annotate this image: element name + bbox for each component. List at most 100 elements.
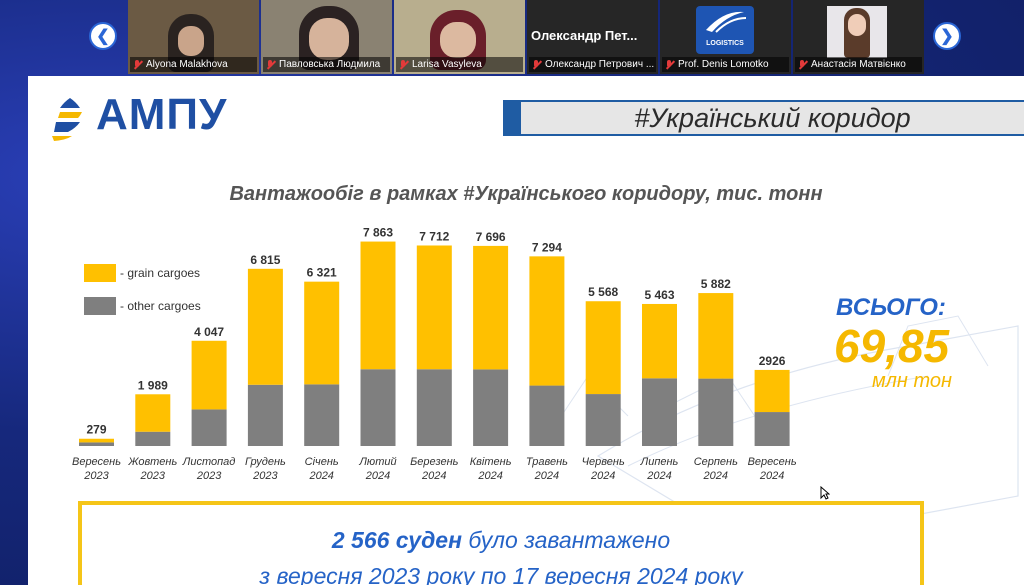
logistics-avatar: LOGISTICS bbox=[696, 6, 754, 54]
vessels-count: 2 566 суден bbox=[331, 527, 462, 553]
bar-grain-cargoes bbox=[529, 256, 565, 386]
chart-legend: - grain cargoes - other cargoes bbox=[84, 262, 201, 328]
bar-other-cargoes bbox=[473, 369, 509, 446]
muted-mic-icon bbox=[665, 59, 674, 70]
bar-total-label: 2926 bbox=[759, 354, 786, 368]
participant-face bbox=[309, 18, 349, 60]
previous-participants-button[interactable]: ❮ bbox=[89, 22, 117, 50]
vessels-note-box: 2 566 суден було завантажено з вересня 2… bbox=[78, 501, 924, 585]
bar-total-label: 5 463 bbox=[644, 288, 674, 302]
bar-grain-cargoes bbox=[360, 241, 396, 370]
bar-other-cargoes bbox=[304, 384, 340, 446]
banner-title: #Український коридор bbox=[521, 102, 1024, 134]
bar-total-label: 7 863 bbox=[363, 226, 393, 240]
ampu-logo: АМПУ bbox=[50, 90, 310, 141]
x-tick-label-year: 2024 bbox=[759, 470, 784, 482]
logistics-logo-icon bbox=[706, 11, 747, 33]
bar-total-label: 5 882 bbox=[701, 277, 731, 291]
participant-name: Prof. Denis Lomotko bbox=[662, 57, 789, 72]
muted-mic-icon bbox=[266, 59, 275, 70]
muted-mic-icon bbox=[399, 59, 408, 70]
x-tick-label-month: Серпень bbox=[694, 456, 738, 468]
note-line-1: 2 566 суден було завантажено bbox=[82, 527, 920, 554]
mouse-cursor-icon bbox=[820, 486, 830, 500]
bar-other-cargoes bbox=[529, 385, 565, 446]
x-tick-label-year: 2023 bbox=[140, 470, 166, 482]
x-tick-label-year: 2024 bbox=[365, 470, 390, 482]
bar-total-label: 4 047 bbox=[194, 325, 224, 339]
bar-other-cargoes bbox=[360, 369, 396, 446]
bar-total-label: 7 294 bbox=[532, 240, 562, 254]
bar-other-cargoes bbox=[135, 431, 171, 446]
participant-name: Alyona Malakhova bbox=[130, 57, 257, 72]
bar-grain-cargoes bbox=[754, 369, 790, 413]
x-tick-label-year: 2023 bbox=[252, 470, 278, 482]
x-tick-label-year: 2024 bbox=[590, 470, 615, 482]
x-tick-label-year: 2023 bbox=[196, 470, 222, 482]
participant-display-title: Олександр Пет... bbox=[531, 28, 638, 43]
bar-grain-cargoes bbox=[191, 340, 227, 410]
note-line-2: з вересня 2023 року по 17 вересня 2024 р… bbox=[259, 563, 743, 585]
bar-total-label: 5 568 bbox=[588, 285, 618, 299]
bar-grain-cargoes bbox=[304, 281, 340, 385]
x-tick-label-month: Жовтень bbox=[127, 456, 177, 468]
x-tick-label-month: Вересень bbox=[72, 456, 121, 468]
participant-name: Larisa Vasyleva bbox=[396, 57, 523, 72]
participant-name: Анастасія Матвієнко bbox=[795, 57, 922, 72]
participant-tile[interactable]: Павловська Людмила bbox=[261, 0, 392, 74]
x-tick-label-month: Листопад bbox=[182, 456, 236, 468]
bar-total-label: 6 321 bbox=[307, 266, 337, 280]
bar-total-label: 279 bbox=[86, 423, 106, 437]
bar-other-cargoes bbox=[416, 369, 452, 446]
chart-title: Вантажообіг в рамках #Українського корид… bbox=[229, 183, 823, 205]
x-tick-label-month: Червень bbox=[582, 456, 625, 468]
muted-mic-icon bbox=[798, 59, 807, 70]
ampu-logo-icon bbox=[52, 98, 82, 141]
bar-other-cargoes bbox=[79, 442, 114, 446]
x-tick-label-month: Квітень bbox=[470, 456, 512, 468]
participant-tile[interactable]: Larisa Vasyleva bbox=[394, 0, 525, 74]
bar-other-cargoes bbox=[698, 378, 734, 446]
legend-swatch-other bbox=[84, 297, 116, 315]
bar-total-label: 6 815 bbox=[250, 253, 280, 267]
bar-other-cargoes bbox=[642, 378, 677, 446]
bar-grain-cargoes bbox=[642, 303, 677, 379]
x-tick-label-month: Грудень bbox=[245, 456, 286, 468]
total-label: ВСЬОГО: bbox=[836, 294, 946, 321]
bar-grain-cargoes bbox=[79, 438, 114, 443]
legend-item-other: - other cargoes bbox=[84, 295, 201, 317]
participant-face bbox=[848, 14, 866, 36]
participant-tile[interactable]: Анастасія Матвієнко bbox=[793, 0, 924, 74]
x-tick-label-month: Травень bbox=[526, 456, 568, 468]
bar-other-cargoes bbox=[191, 409, 227, 446]
bar-grain-cargoes bbox=[585, 301, 621, 395]
bar-total-label: 1 989 bbox=[138, 378, 168, 392]
title-banner: #Український коридор bbox=[503, 100, 1024, 138]
participant-tile[interactable]: Олександр Пет... Олександр Петрович ... bbox=[527, 0, 658, 74]
x-tick-label-year: 2024 bbox=[646, 470, 671, 482]
legend-swatch-grain bbox=[84, 264, 116, 282]
participant-tile[interactable]: Alyona Malakhova bbox=[128, 0, 259, 74]
muted-mic-icon bbox=[532, 59, 541, 70]
cargo-chart: 279 Вересень 2023 1 989 Жовтень 2023 4 047 Лист… bbox=[72, 226, 1019, 547]
participant-face bbox=[440, 22, 476, 58]
bar-total-label: 7 712 bbox=[419, 229, 449, 243]
x-tick-label-year: 2024 bbox=[421, 470, 446, 482]
total-value: 69,85 bbox=[834, 320, 950, 372]
x-tick-label-month: Липень bbox=[640, 456, 679, 468]
bar-total-label: 7 696 bbox=[476, 230, 506, 244]
total-unit: млн тон bbox=[871, 370, 953, 392]
participant-face bbox=[178, 26, 204, 56]
bar-other-cargoes bbox=[585, 394, 621, 446]
x-tick-label-year: 2024 bbox=[534, 470, 559, 482]
x-tick-label-month: Березень bbox=[410, 456, 459, 468]
x-tick-label-month: Січень bbox=[305, 456, 339, 468]
avatar-text: LOGISTICS bbox=[706, 40, 744, 47]
logo-text: АМПУ bbox=[96, 90, 228, 139]
legend-item-grain: - grain cargoes bbox=[84, 262, 201, 284]
participant-tile[interactable]: LOGISTICS Prof. Denis Lomotko bbox=[660, 0, 791, 74]
bar-grain-cargoes bbox=[473, 245, 509, 370]
legend-label-other: - other cargoes bbox=[120, 299, 201, 313]
next-participants-button[interactable]: ❯ bbox=[933, 22, 961, 50]
bar-grain-cargoes bbox=[698, 293, 734, 379]
